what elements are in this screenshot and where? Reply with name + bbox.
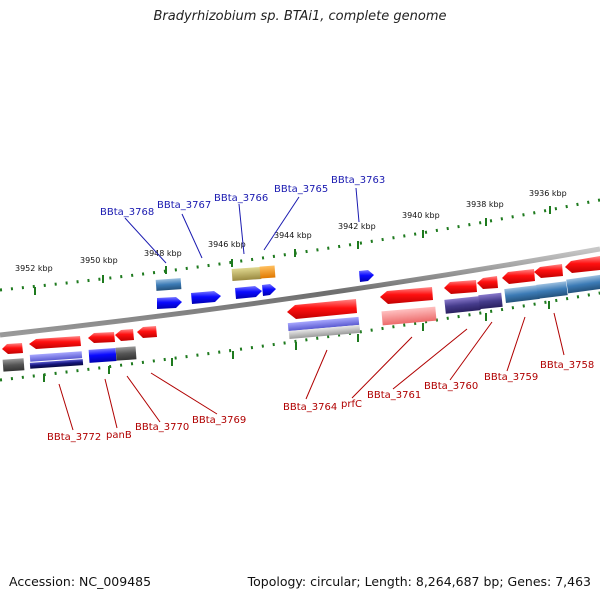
gene-bar-right-end[interactable] bbox=[566, 274, 600, 294]
gene-bbta3766-feature[interactable] bbox=[231, 266, 262, 281]
scale-tick-label: 3948 kbp bbox=[144, 249, 182, 258]
top-gene-label[interactable]: BBta_3765 bbox=[274, 184, 328, 195]
genome-summary-text: Topology: circular; Length: 8,264,687 bp… bbox=[247, 574, 591, 589]
top-leader-line bbox=[355, 187, 360, 223]
gene-bbta3758-arrow[interactable] bbox=[534, 264, 563, 278]
gene-bbta3764-bar[interactable] bbox=[287, 316, 360, 332]
gene-bbta3761-arrow[interactable] bbox=[444, 280, 477, 294]
scale-tick-label: 3946 kbp bbox=[208, 240, 246, 249]
bottom-gene-label[interactable]: BBta_3764 bbox=[283, 402, 337, 413]
gene-panb-bar[interactable] bbox=[88, 348, 117, 363]
gene-arrow-right-end[interactable] bbox=[565, 256, 600, 273]
bottom-gene-label[interactable]: BBta_3761 bbox=[367, 390, 421, 401]
bottom-leader-line bbox=[150, 372, 218, 415]
gene-bbta3769-arrow[interactable] bbox=[137, 326, 157, 338]
scale-tick-label: 3942 kbp bbox=[338, 222, 376, 231]
bottom-gene-label[interactable]: BBta_3759 bbox=[484, 372, 538, 383]
scale-tick-labels: 3952 kbp 3950 kbp 3948 kbp 3946 kbp 3944 kbp… bbox=[15, 189, 567, 273]
bottom-leader-line bbox=[449, 321, 493, 381]
top-gene-label[interactable]: BBta_3766 bbox=[214, 193, 268, 204]
scale-ticks bbox=[34, 206, 551, 382]
scale-tick-label: 3940 kbp bbox=[402, 211, 440, 220]
bottom-gene-label[interactable]: BBta_3760 bbox=[424, 381, 478, 392]
scale-tick-label: 3938 kbp bbox=[466, 200, 504, 209]
gene-bbta3772-arrow[interactable] bbox=[29, 336, 81, 349]
scale-tick-label: 3944 kbp bbox=[274, 231, 312, 240]
gene-bbta3768-arrow[interactable] bbox=[157, 297, 182, 309]
top-leader-line bbox=[124, 217, 167, 264]
top-leader-line bbox=[181, 213, 203, 259]
top-leader-line bbox=[238, 203, 245, 255]
bottom-gene-features bbox=[2, 256, 600, 372]
genome-backbone bbox=[0, 246, 600, 338]
gene-panb-arrow[interactable] bbox=[88, 332, 115, 343]
gene-bbta3759-arrow[interactable] bbox=[502, 269, 535, 284]
gene-bbta3768-feature[interactable] bbox=[155, 278, 182, 291]
label-leader-lines bbox=[58, 187, 565, 431]
gene-bbta3760-arrow[interactable] bbox=[477, 276, 498, 289]
gene-bbta3770-arrow[interactable] bbox=[115, 329, 134, 341]
scale-tick-label: 3950 kbp bbox=[80, 256, 118, 265]
gene-bbta3766-feature-2[interactable] bbox=[259, 265, 276, 279]
top-gene-features bbox=[155, 265, 374, 309]
bottom-leader-line bbox=[58, 383, 74, 431]
gene-bbta3764-bar-2[interactable] bbox=[288, 324, 361, 340]
top-leader-line bbox=[263, 196, 300, 251]
bottom-gene-label[interactable]: BBta_3758 bbox=[540, 360, 594, 371]
gene-bbta3761-bar[interactable] bbox=[444, 296, 481, 314]
gene-bbta3763-arrow[interactable] bbox=[359, 270, 374, 282]
gene-arrow-left-1[interactable] bbox=[2, 343, 23, 354]
bottom-leader-line bbox=[305, 349, 328, 400]
map-title: Bradyrhizobium sp. BTAi1, complete genom… bbox=[153, 9, 447, 24]
scale-tick-label: 3952 kbp bbox=[15, 264, 53, 273]
scale-tick-label: 3936 kbp bbox=[529, 189, 567, 198]
bottom-leader-line bbox=[392, 328, 468, 390]
top-gene-label[interactable]: BBta_3767 bbox=[157, 200, 211, 211]
gene-bbta3765-arrow-2[interactable] bbox=[262, 284, 276, 296]
top-gene-label[interactable]: BBta_3763 bbox=[331, 175, 385, 186]
bottom-gene-label[interactable]: prfC bbox=[341, 399, 362, 410]
bottom-leader-line bbox=[506, 316, 526, 372]
gene-feature-left-1[interactable] bbox=[2, 358, 25, 372]
bottom-gene-label[interactable]: BBta_3772 bbox=[47, 432, 101, 443]
bottom-gene-label[interactable]: BBta_3769 bbox=[192, 415, 246, 426]
gene-prfc-arrow[interactable] bbox=[380, 287, 433, 304]
gene-bbta3765-arrow[interactable] bbox=[235, 286, 262, 299]
gene-bbta3770-bar[interactable] bbox=[115, 346, 137, 361]
bottom-leader-line bbox=[126, 375, 161, 423]
gene-bbta3760-bar[interactable] bbox=[478, 292, 503, 310]
bottom-leader-line bbox=[553, 312, 565, 356]
gene-bbta3772-bar[interactable] bbox=[29, 351, 83, 362]
gene-bbta3767-arrow[interactable] bbox=[191, 291, 221, 304]
gene-bbta3758-bar[interactable] bbox=[536, 281, 568, 299]
bottom-leader-line bbox=[351, 336, 413, 399]
gene-bbta3764-arrow[interactable] bbox=[287, 299, 357, 319]
bottom-gene-label[interactable]: BBta_3770 bbox=[135, 422, 189, 433]
top-gene-label[interactable]: BBta_3768 bbox=[100, 207, 154, 218]
gene-prfc-bar[interactable] bbox=[381, 306, 437, 326]
bottom-gene-label[interactable]: panB bbox=[106, 430, 132, 441]
accession-text: Accession: NC_009485 bbox=[9, 574, 152, 589]
bottom-leader-line bbox=[104, 378, 118, 429]
gene-bbta3759-bar[interactable] bbox=[504, 284, 540, 304]
gene-bbta3772-bar-2[interactable] bbox=[29, 359, 84, 369]
